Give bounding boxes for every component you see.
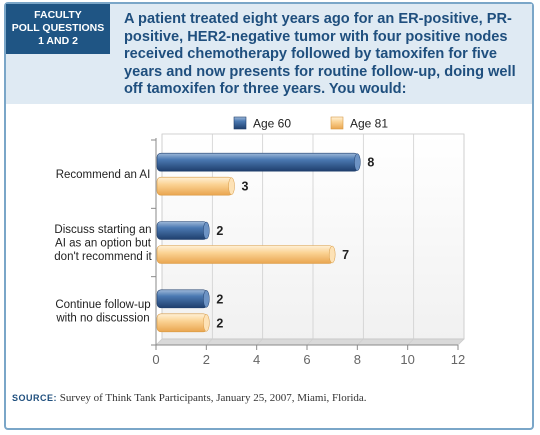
x-tick-label: 0 <box>152 352 159 367</box>
category-label: with no discussion <box>55 313 149 325</box>
data-label: 3 <box>242 180 249 194</box>
x-tick-label: 10 <box>400 352 414 367</box>
gridline-floor <box>306 338 314 346</box>
category-label: Continue follow-up <box>55 299 150 311</box>
gridline-floor <box>407 338 414 346</box>
category-label: don't recommend it <box>54 251 152 263</box>
bar <box>156 221 208 240</box>
x-tick-label: 6 <box>303 352 310 367</box>
x-tick-label: 2 <box>203 352 210 367</box>
tag-line-2: POLL QUESTIONS <box>11 22 105 34</box>
legend-swatch <box>330 116 344 130</box>
category-label: Discuss starting an <box>54 224 151 236</box>
data-label: 2 <box>216 316 223 330</box>
data-label: 2 <box>216 224 223 238</box>
bar <box>156 176 233 196</box>
source-label: SOURCE: <box>12 393 58 403</box>
header-band: FACULTY POLL QUESTIONS 1 AND 2 A patient… <box>6 4 532 104</box>
data-label: 7 <box>342 248 349 262</box>
legend-label: Age 81 <box>350 117 388 131</box>
gridline-floor <box>457 338 465 346</box>
bar-end-cap <box>228 177 235 195</box>
x-tick-label: 12 <box>451 352 465 367</box>
bar <box>156 313 208 333</box>
legend-label: Age 60 <box>253 117 291 131</box>
bar <box>156 289 208 309</box>
tag-line-1: FACULTY <box>34 9 82 21</box>
category-label: AI as an option but <box>55 238 152 250</box>
data-label: 2 <box>216 292 223 306</box>
x-tick-label: 8 <box>354 352 361 367</box>
bar-end-cap <box>354 153 361 171</box>
gridline-floor <box>206 338 213 346</box>
bar-end-cap <box>203 314 210 332</box>
poll-question: A patient treated eight years ago for an… <box>124 11 516 97</box>
tag-line-3: 1 AND 2 <box>38 35 78 47</box>
gridline-floor <box>256 338 263 346</box>
bar-end-cap <box>203 221 210 240</box>
source-text: Survey of Think Tank Participants, Janua… <box>59 392 367 404</box>
bar <box>156 152 359 172</box>
data-label: 8 <box>367 156 374 170</box>
bar-end-cap <box>203 290 210 308</box>
bar <box>156 245 334 264</box>
x-tick-label: 4 <box>253 352 260 367</box>
faculty-poll-tag: FACULTY POLL QUESTIONS 1 AND 2 <box>6 4 110 54</box>
bar-end-cap <box>328 245 336 264</box>
category-label: Recommend an AI <box>56 169 151 181</box>
gridline-floor <box>357 338 364 346</box>
gridline-floor <box>155 338 163 346</box>
legend-swatch <box>233 116 247 130</box>
source-note: SOURCE: Survey of Think Tank Participant… <box>12 392 367 404</box>
